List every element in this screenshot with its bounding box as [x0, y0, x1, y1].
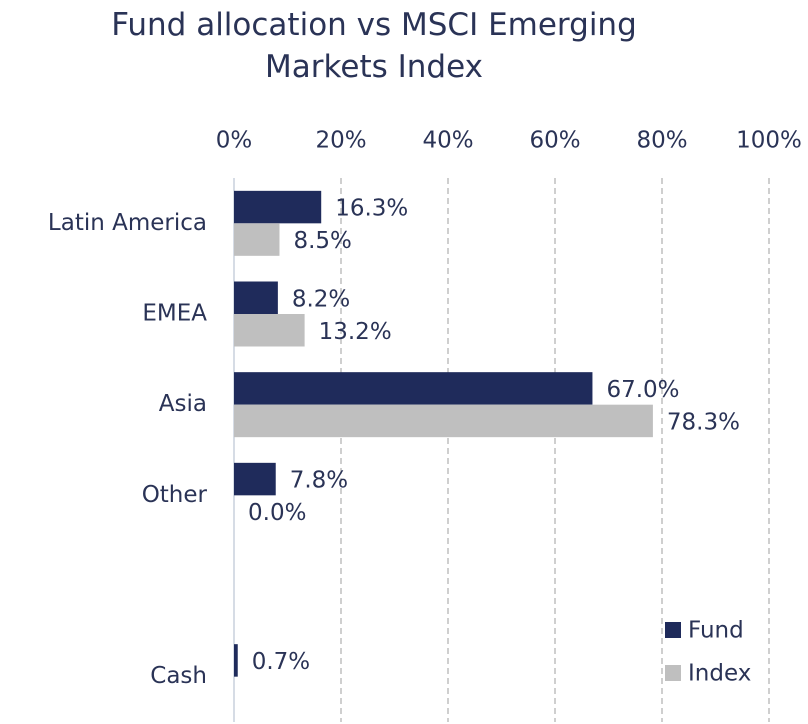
- value-label: 0.0%: [248, 500, 306, 526]
- value-label: 67.0%: [606, 377, 679, 403]
- value-label: 16.3%: [335, 196, 408, 222]
- legend-label: Index: [688, 661, 751, 687]
- value-label: 13.2%: [319, 319, 392, 345]
- x-tick-label: 100%: [736, 128, 802, 154]
- legend-label: Fund: [688, 618, 744, 644]
- value-label: 78.3%: [667, 409, 740, 435]
- value-label: 7.8%: [290, 468, 348, 494]
- bar: [234, 190, 322, 224]
- bar: [234, 462, 276, 496]
- x-tick-label: 60%: [529, 128, 580, 154]
- value-label: 8.2%: [292, 286, 350, 312]
- value-label: 8.5%: [293, 228, 351, 254]
- legend-swatch: [665, 622, 681, 638]
- bar: [234, 314, 305, 347]
- y-tick-label: Latin America: [48, 210, 207, 236]
- y-tick-label: Asia: [159, 391, 207, 417]
- bar: [234, 404, 653, 438]
- bar: [234, 281, 278, 314]
- chart-title: Fund allocation vs MSCI Emerging Markets…: [111, 7, 637, 85]
- y-tick-label: Cash: [150, 663, 207, 689]
- y-tick-label: Other: [142, 482, 208, 508]
- legend-swatch: [665, 665, 681, 681]
- bar: [234, 223, 280, 256]
- value-label: 0.7%: [252, 649, 310, 675]
- x-tick-label: 0%: [216, 128, 253, 154]
- x-tick-label: 40%: [422, 128, 473, 154]
- bar: [234, 644, 238, 677]
- y-tick-label: EMEA: [142, 301, 207, 327]
- x-tick-label: 80%: [636, 128, 687, 154]
- x-tick-label: 20%: [315, 128, 366, 154]
- bar: [234, 372, 593, 405]
